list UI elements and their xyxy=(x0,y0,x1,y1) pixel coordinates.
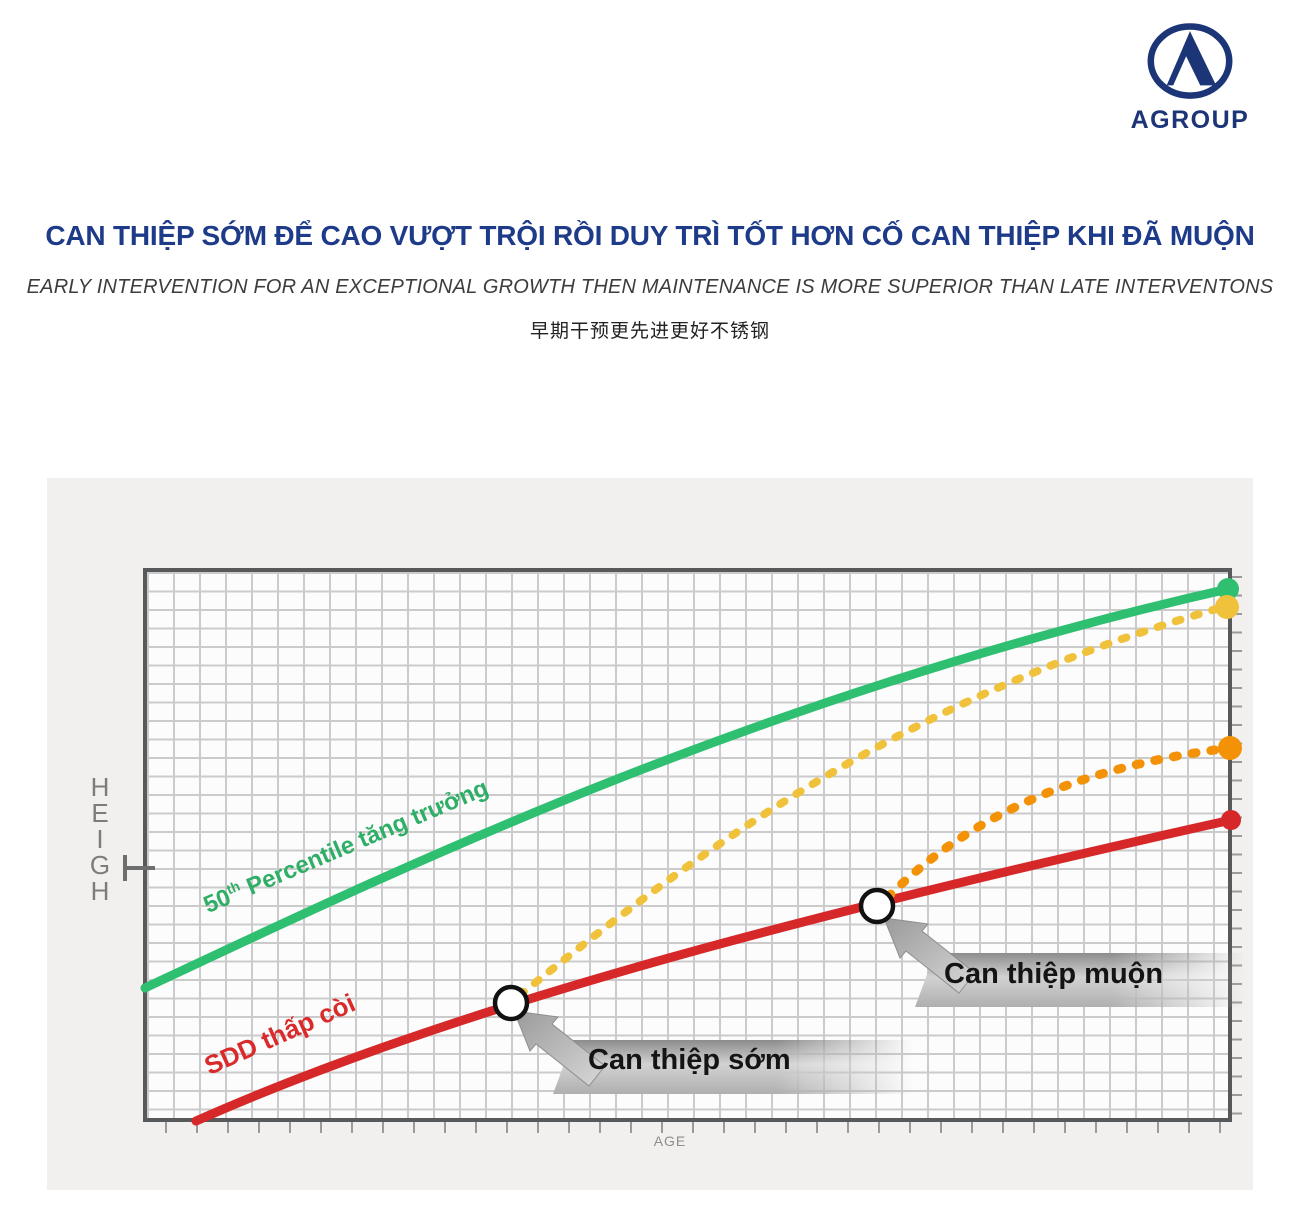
early-callout-label: Can thiệp sớm xyxy=(588,1044,791,1076)
page-subtitle: EARLY INTERVENTION FOR AN EXCEPTIONAL GR… xyxy=(26,276,1274,298)
x-axis-label: AGE xyxy=(653,1133,687,1149)
right-axis-ticks xyxy=(1232,576,1242,1122)
a-peak-in-ellipse-icon xyxy=(1147,23,1233,99)
x-axis-ticks xyxy=(147,1122,1228,1133)
page-subtitle-chinese: 早期干预更先进更好不锈钢 xyxy=(529,321,770,342)
page-title: CAN THIỆP SỚM ĐỂ CAO VƯỢT TRỘI RỒI DUY T… xyxy=(45,220,1255,251)
logo: AGROUP xyxy=(1128,20,1252,138)
logo-text: AGROUP xyxy=(1130,106,1250,134)
late-callout-label: Can thiệp muộn xyxy=(944,958,1164,990)
y-axis-label: HEIGH xyxy=(85,772,115,902)
